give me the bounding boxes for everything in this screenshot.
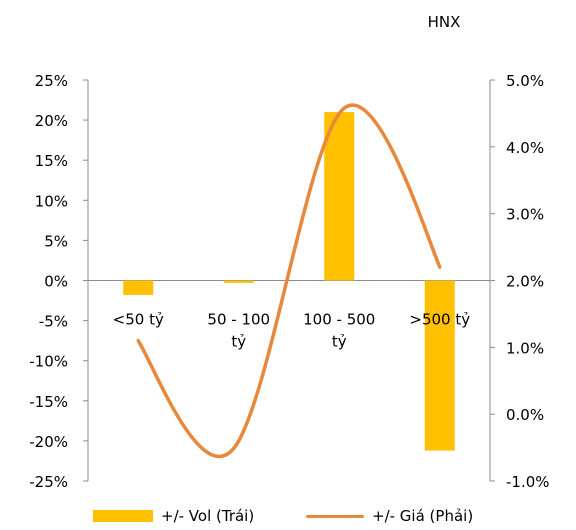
y-right-tick-label: -1.0% [506, 473, 550, 491]
y-right-tick-label: 2.0% [506, 273, 544, 291]
chart-title: HNX [428, 13, 461, 31]
category-label: >500 tỷ [409, 311, 470, 329]
y-left-tick-label: -15% [29, 393, 68, 411]
category-label: 50 - 100 [207, 311, 270, 329]
y-right-tick-label: 4.0% [506, 139, 544, 157]
y-right-tick-label: 0.0% [506, 406, 544, 424]
category-label: tỷ [231, 333, 246, 351]
y-left-tick-label: -25% [29, 473, 68, 491]
category-label: tỷ [332, 333, 347, 351]
legend-swatch-bar [93, 510, 153, 522]
y-left-tick-label: -5% [39, 313, 68, 331]
axes: 25% 20% 15% 10% 5% 0% -5% -10% -15% -20% -25% 5.0% 4… [29, 72, 549, 491]
y-left-tick-label: 25% [35, 72, 68, 90]
y-left-tick-label: 10% [35, 192, 68, 210]
y-left-tick-label: 15% [35, 152, 68, 170]
bar-series [123, 112, 455, 451]
category-label: <50 tỷ [113, 311, 164, 329]
bar [123, 280, 154, 295]
bar [324, 112, 355, 281]
bar [424, 280, 455, 451]
y-right-tick-label: 5.0% [506, 72, 544, 90]
legend: +/- Vol (Trái) +/- Giá (Phải) [0, 505, 576, 529]
y-left-tick-label: 5% [44, 232, 68, 250]
y-left-tick-label: -20% [29, 433, 68, 451]
line-series [136, 103, 442, 459]
y-right-tick-label: 1.0% [506, 339, 544, 357]
legend-swatch-line [306, 514, 364, 518]
y-left-tick-label: 20% [35, 112, 68, 130]
y-left-tick-label: 0% [44, 273, 68, 291]
bar [223, 280, 254, 283]
chart-svg: HNX 25% 20% 15% 10% 5% 0% -5% -10% -15% -20% -25% 5… [29, 13, 549, 491]
legend-item-vol: +/- Vol (Trái) [93, 507, 254, 525]
category-label: 100 - 500 [303, 311, 375, 329]
y-right-tick-label: 3.0% [506, 206, 544, 224]
legend-label-price: +/- Giá (Phải) [372, 507, 474, 525]
y-left-tick-label: -10% [29, 353, 68, 371]
legend-item-price: +/- Giá (Phải) [306, 507, 473, 525]
price-line [136, 103, 442, 459]
category-labels: <50 tỷ 50 - 100 tỷ 100 - 500 tỷ >500 tỷ [113, 311, 471, 351]
legend-label-vol: +/- Vol (Trái) [161, 507, 255, 525]
